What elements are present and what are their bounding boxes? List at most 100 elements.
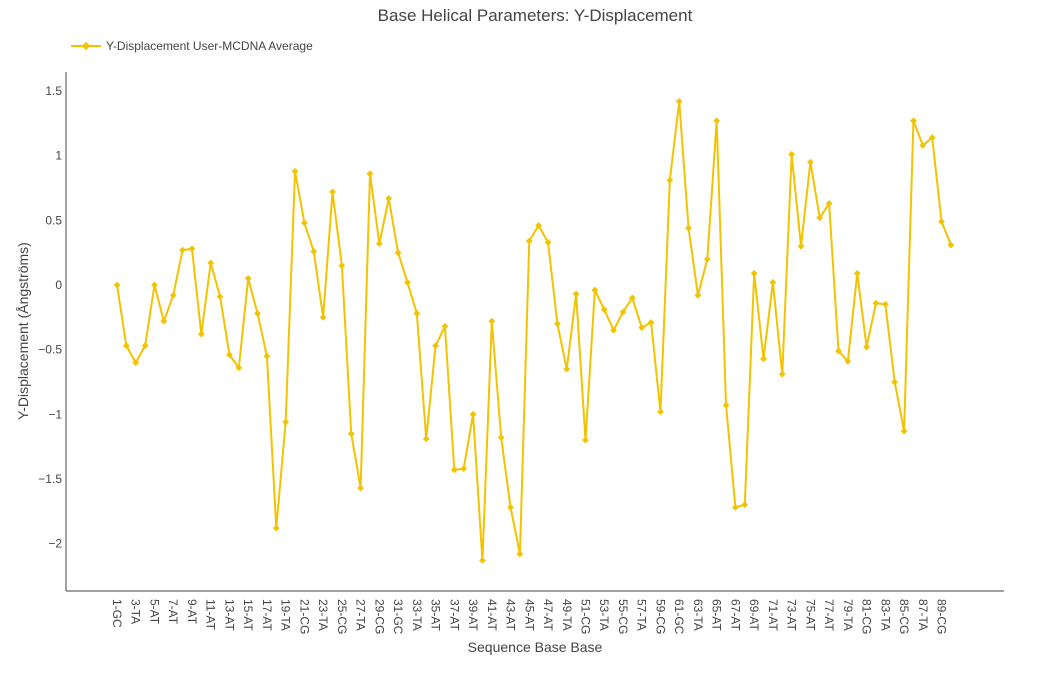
- data-point[interactable]: [394, 249, 402, 257]
- y-axis-ticks: 1.5 1 0.5 0 −0.5 −1 −1.5 −2: [38, 84, 62, 551]
- data-point[interactable]: [863, 343, 870, 351]
- data-point[interactable]: [375, 240, 383, 248]
- data-point[interactable]: [610, 326, 618, 334]
- data-point[interactable]: [760, 355, 767, 363]
- data-point[interactable]: [151, 281, 158, 289]
- data-point[interactable]: [254, 310, 261, 317]
- data-point[interactable]: [516, 550, 524, 558]
- data-point[interactable]: [938, 218, 945, 226]
- x-tick-label: 27-TA: [354, 599, 368, 631]
- x-tick-label: 87-TA: [916, 599, 930, 631]
- data-point[interactable]: [741, 501, 749, 509]
- data-point[interactable]: [460, 465, 468, 473]
- x-tick-label: 57-TA: [635, 599, 649, 631]
- data-point[interactable]: [722, 401, 730, 409]
- data-point[interactable]: [703, 255, 711, 263]
- data-point[interactable]: [291, 167, 299, 175]
- data-point[interactable]: [479, 557, 486, 564]
- data-point[interactable]: [535, 222, 543, 229]
- data-point[interactable]: [825, 200, 833, 207]
- legend[interactable]: Y-Displacement User-MCDNA Average: [71, 39, 313, 53]
- data-point[interactable]: [132, 359, 140, 366]
- data-point[interactable]: [732, 503, 739, 511]
- data-point[interactable]: [563, 365, 571, 373]
- data-point[interactable]: [647, 319, 655, 326]
- data-point[interactable]: [310, 247, 318, 255]
- data-point[interactable]: [160, 317, 168, 325]
- data-point[interactable]: [216, 293, 224, 301]
- data-point[interactable]: [572, 290, 580, 298]
- data-point[interactable]: [207, 259, 215, 267]
- data-point[interactable]: [694, 291, 702, 299]
- data-point[interactable]: [366, 170, 374, 178]
- data-point[interactable]: [282, 418, 290, 426]
- data-point[interactable]: [169, 291, 177, 299]
- data-point[interactable]: [788, 151, 796, 158]
- data-point[interactable]: [422, 435, 430, 443]
- data-point[interactable]: [450, 466, 458, 474]
- data-point[interactable]: [628, 294, 636, 302]
- data-point[interactable]: [685, 224, 692, 232]
- data-point[interactable]: [329, 188, 336, 196]
- x-tick-label: 43-AT: [504, 599, 518, 631]
- data-point[interactable]: [263, 352, 271, 360]
- data-point[interactable]: [806, 158, 814, 166]
- data-point[interactable]: [638, 324, 646, 332]
- data-point[interactable]: [301, 219, 308, 227]
- data-point[interactable]: [357, 484, 365, 492]
- data-point[interactable]: [750, 269, 758, 277]
- data-point[interactable]: [797, 242, 805, 250]
- data-point[interactable]: [497, 434, 505, 441]
- data-point[interactable]: [404, 279, 411, 286]
- data-point[interactable]: [235, 364, 243, 372]
- data-point[interactable]: [910, 117, 917, 125]
- data-point[interactable]: [900, 427, 908, 435]
- y-tick-label: 0: [55, 278, 62, 292]
- data-point[interactable]: [582, 436, 589, 444]
- data-point[interactable]: [432, 342, 439, 350]
- data-point[interactable]: [525, 237, 533, 245]
- data-point[interactable]: [778, 370, 786, 378]
- data-point[interactable]: [113, 281, 121, 289]
- data-point[interactable]: [338, 262, 346, 270]
- data-point[interactable]: [600, 306, 608, 313]
- data-point[interactable]: [891, 378, 899, 386]
- x-tick-label: 29-CG: [372, 599, 386, 634]
- data-point[interactable]: [619, 308, 627, 316]
- data-point[interactable]: [835, 347, 842, 355]
- data-point[interactable]: [179, 246, 186, 254]
- data-point[interactable]: [553, 320, 561, 328]
- data-point[interactable]: [272, 524, 280, 532]
- data-point[interactable]: [675, 97, 683, 105]
- data-point[interactable]: [872, 299, 880, 307]
- data-point[interactable]: [657, 408, 664, 416]
- data-point[interactable]: [919, 141, 927, 149]
- y-tick-label: −1.5: [38, 472, 62, 486]
- data-point[interactable]: [816, 214, 824, 222]
- data-point[interactable]: [769, 279, 777, 286]
- data-point[interactable]: [544, 238, 552, 246]
- data-point[interactable]: [713, 117, 721, 125]
- data-point[interactable]: [141, 342, 149, 350]
- data-point[interactable]: [413, 310, 421, 317]
- data-point[interactable]: [469, 410, 477, 418]
- data-point[interactable]: [244, 275, 252, 282]
- data-point[interactable]: [319, 313, 327, 321]
- data-point[interactable]: [197, 330, 205, 338]
- data-point[interactable]: [488, 317, 496, 325]
- data-point[interactable]: [347, 430, 355, 438]
- data-point[interactable]: [844, 357, 852, 365]
- data-point[interactable]: [928, 134, 936, 141]
- data-point[interactable]: [226, 351, 233, 359]
- data-point[interactable]: [853, 269, 861, 277]
- data-point[interactable]: [122, 342, 130, 350]
- data-point[interactable]: [188, 245, 196, 253]
- data-point[interactable]: [947, 241, 955, 249]
- data-point[interactable]: [666, 176, 674, 184]
- data-point[interactable]: [591, 286, 599, 294]
- data-point[interactable]: [441, 322, 449, 330]
- data-point[interactable]: [881, 300, 889, 308]
- data-point[interactable]: [385, 194, 393, 202]
- data-point[interactable]: [507, 503, 514, 511]
- legend-swatch-marker: [81, 41, 91, 51]
